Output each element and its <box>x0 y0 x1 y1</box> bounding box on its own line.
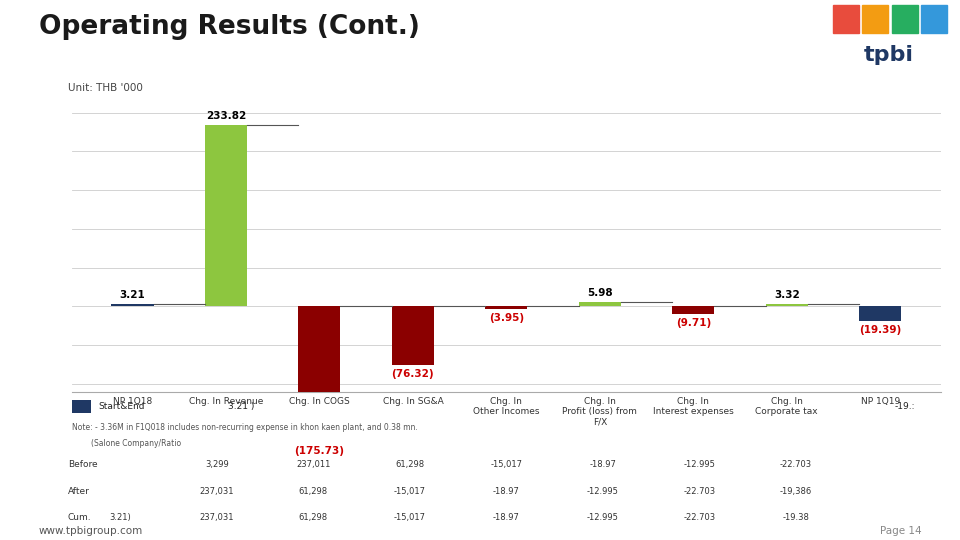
Text: www.tpbigroup.com: www.tpbigroup.com <box>38 525 143 536</box>
Text: 237,031: 237,031 <box>200 487 234 496</box>
Bar <box>859 306 901 321</box>
Text: -22.703: -22.703 <box>684 514 715 522</box>
Text: -19.:: -19.: <box>894 402 915 411</box>
Bar <box>299 306 341 442</box>
Text: -15,017: -15,017 <box>491 461 522 469</box>
Text: 233.82: 233.82 <box>205 111 246 122</box>
Bar <box>205 125 247 306</box>
Text: Start&End: Start&End <box>98 402 145 411</box>
Bar <box>111 304 154 306</box>
Text: -15,017: -15,017 <box>394 514 426 522</box>
Text: 237,031: 237,031 <box>200 514 234 522</box>
FancyBboxPatch shape <box>892 5 918 33</box>
Bar <box>579 302 621 306</box>
Bar <box>672 306 714 314</box>
Text: -12.995: -12.995 <box>684 461 715 469</box>
Text: (Salone Company/Ratio: (Salone Company/Ratio <box>72 439 181 448</box>
Text: -18.97: -18.97 <box>493 514 519 522</box>
Text: Cum.: Cum. <box>67 514 91 522</box>
Text: Operating Results (Cont.): Operating Results (Cont.) <box>39 14 420 40</box>
Text: Before: Before <box>67 461 97 469</box>
Bar <box>392 306 434 366</box>
Bar <box>486 306 527 309</box>
Text: (3.95): (3.95) <box>489 313 524 323</box>
FancyBboxPatch shape <box>72 400 91 413</box>
Text: -18.97: -18.97 <box>493 487 519 496</box>
FancyBboxPatch shape <box>862 5 888 33</box>
Text: Unit: THB '000: Unit: THB '000 <box>67 83 142 93</box>
Text: -12.995: -12.995 <box>587 487 619 496</box>
Text: -19,386: -19,386 <box>780 487 812 496</box>
Text: (19.39): (19.39) <box>859 325 901 335</box>
Text: 3,299: 3,299 <box>204 461 228 469</box>
Text: tpbi: tpbi <box>863 45 913 65</box>
Text: (175.73): (175.73) <box>295 446 345 456</box>
Text: 3.21: 3.21 <box>120 290 145 300</box>
Text: -22.703: -22.703 <box>780 461 812 469</box>
Text: -15,017: -15,017 <box>394 487 426 496</box>
Text: 3.21): 3.21) <box>109 514 132 522</box>
Text: After: After <box>67 487 89 496</box>
Bar <box>766 303 807 306</box>
Text: -12.995: -12.995 <box>587 514 619 522</box>
Text: 5.98: 5.98 <box>588 288 612 298</box>
Text: Analysis of Net Loss in 1Q19 compares to 1Q18: Analysis of Net Loss in 1Q19 compares to… <box>305 70 676 84</box>
Text: -22.703: -22.703 <box>684 487 715 496</box>
Text: (76.32): (76.32) <box>392 369 434 379</box>
Text: -18.97: -18.97 <box>589 461 616 469</box>
FancyBboxPatch shape <box>833 5 859 33</box>
Text: Page 14: Page 14 <box>880 525 922 536</box>
Text: (9.71): (9.71) <box>676 318 711 328</box>
Text: Note: - 3.36M in F1Q018 includes non-recurring expense in khon kaen plant, and 0: Note: - 3.36M in F1Q018 includes non-rec… <box>72 423 418 433</box>
Text: 61,298: 61,298 <box>299 514 328 522</box>
Text: 61,298: 61,298 <box>299 487 328 496</box>
Text: -19.38: -19.38 <box>782 514 809 522</box>
Text: 3.32: 3.32 <box>774 290 800 300</box>
Text: 3.21 ): 3.21 ) <box>228 402 254 411</box>
Text: 61,298: 61,298 <box>396 461 424 469</box>
FancyBboxPatch shape <box>921 5 948 33</box>
Text: 237,011: 237,011 <box>296 461 330 469</box>
